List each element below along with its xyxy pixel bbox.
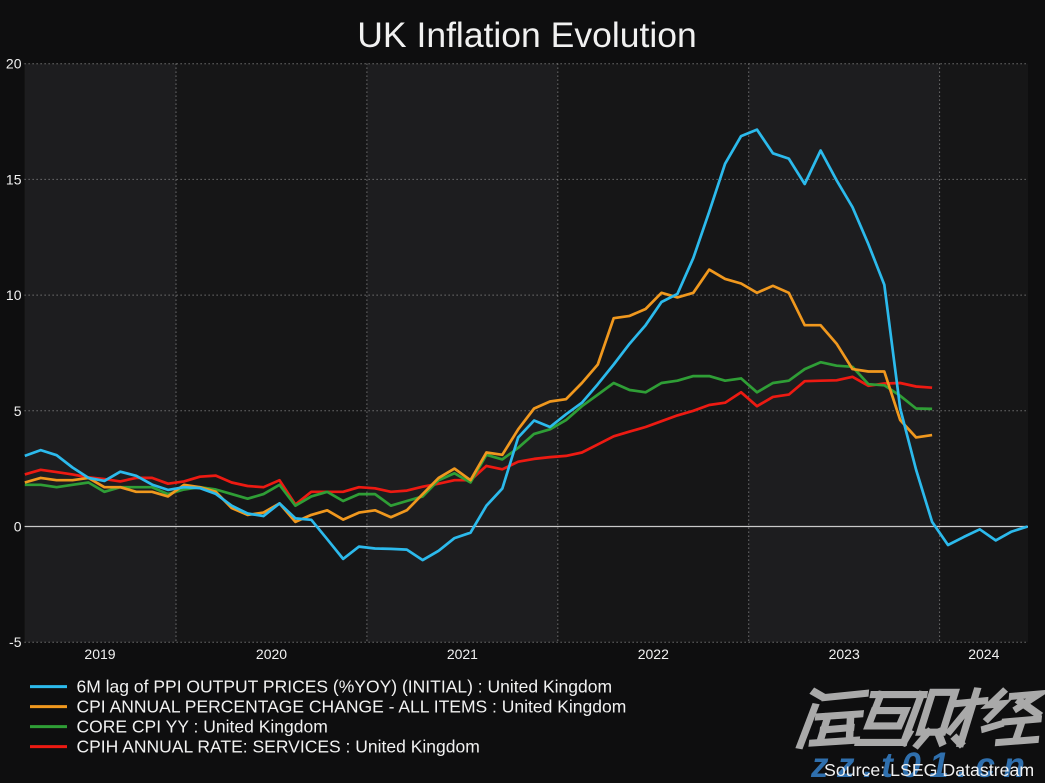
svg-text:-5: -5 [9, 634, 22, 650]
svg-text:CPIH ANNUAL RATE: SERVICES : U: CPIH ANNUAL RATE: SERVICES : United King… [77, 737, 480, 757]
svg-text:2020: 2020 [256, 646, 287, 662]
svg-text:CPI ANNUAL PERCENTAGE CHANGE -: CPI ANNUAL PERCENTAGE CHANGE - ALL ITEMS… [77, 697, 627, 717]
svg-text:Source: LSEG Datastream: Source: LSEG Datastream [824, 760, 1034, 780]
svg-text:0: 0 [14, 519, 22, 535]
svg-text:UK Inflation Evolution: UK Inflation Evolution [357, 15, 696, 55]
svg-text:2021: 2021 [447, 646, 478, 662]
svg-text:2019: 2019 [84, 646, 115, 662]
svg-text:5: 5 [14, 403, 22, 419]
svg-text:15: 15 [6, 171, 22, 187]
svg-text:2023: 2023 [829, 646, 860, 662]
svg-text:6M lag of PPI OUTPUT PRICES (%: 6M lag of PPI OUTPUT PRICES (%YOY) (INIT… [77, 677, 613, 697]
svg-text:10: 10 [6, 287, 22, 303]
svg-text:20: 20 [6, 56, 22, 72]
svg-text:2024: 2024 [968, 646, 999, 662]
svg-text:zz.t01.cn: zz.t01.cn [810, 746, 1033, 783]
svg-text:CORE CPI YY : United Kingdom: CORE CPI YY : United Kingdom [77, 717, 328, 737]
svg-text:2022: 2022 [638, 646, 669, 662]
